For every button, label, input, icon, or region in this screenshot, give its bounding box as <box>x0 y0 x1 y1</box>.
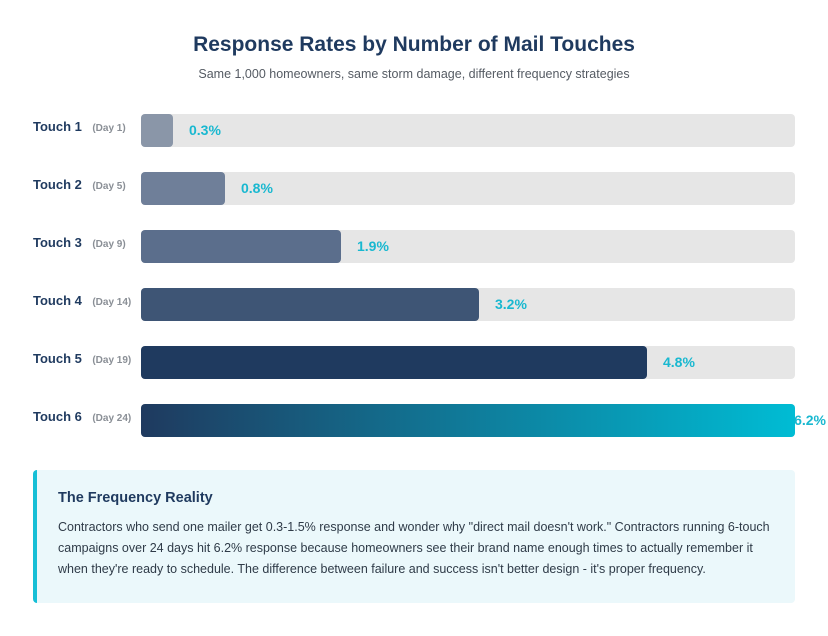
day-label: (Day 9) <box>92 239 126 250</box>
callout-body: Contractors who send one mailer get 0.3-… <box>58 520 770 576</box>
bar <box>141 288 479 321</box>
callout-title: The Frequency Reality <box>58 490 213 506</box>
value-label: 6.2% <box>794 412 826 428</box>
day-label: (Day 24) <box>92 413 132 424</box>
category-label: Touch 2 (Day 5) <box>33 178 133 194</box>
bar-row: Touch 1 (Day 1) 0.3% <box>0 114 828 148</box>
bar <box>141 172 225 205</box>
bar-chart: Touch 1 (Day 1) 0.3% Touch 2 (Day 5) 0.8% To… <box>0 114 828 438</box>
value-label: 0.3% <box>189 122 221 138</box>
touch-label: Touch 1 <box>33 119 82 134</box>
touch-label: Touch 4 <box>33 293 82 308</box>
category-label: Touch 6 (Day 24) <box>33 410 133 426</box>
day-label: (Day 1) <box>92 123 126 134</box>
category-label: Touch 4 (Day 14) <box>33 294 133 310</box>
bar <box>141 404 795 437</box>
category-label: Touch 5 (Day 19) <box>33 352 133 368</box>
bar-row: Touch 3 (Day 9) 1.9% <box>0 230 828 264</box>
day-label: (Day 5) <box>92 181 126 192</box>
bar <box>141 230 341 263</box>
value-label: 4.8% <box>663 354 695 370</box>
value-label: 3.2% <box>495 296 527 312</box>
bar <box>141 346 647 379</box>
day-label: (Day 14) <box>92 297 132 308</box>
bar-row: Touch 4 (Day 14) 3.2% <box>0 288 828 322</box>
value-label: 0.8% <box>241 180 273 196</box>
day-label: (Day 19) <box>92 355 132 366</box>
category-label: Touch 3 (Day 9) <box>33 236 133 252</box>
touch-label: Touch 3 <box>33 235 82 250</box>
bar-row: Touch 6 (Day 24) 6.2% <box>0 404 828 438</box>
category-label: Touch 1 (Day 1) <box>33 120 133 136</box>
touch-label: Touch 2 <box>33 177 82 192</box>
bar <box>141 114 173 147</box>
bar-row: Touch 2 (Day 5) 0.8% <box>0 172 828 206</box>
touch-label: Touch 5 <box>33 351 82 366</box>
value-label: 1.9% <box>357 238 389 254</box>
chart-subtitle: Same 1,000 homeowners, same storm damage… <box>198 67 630 81</box>
chart-title: Response Rates by Number of Mail Touches <box>193 33 635 56</box>
touch-label: Touch 6 <box>33 409 82 424</box>
bar-track <box>141 172 795 205</box>
bar-track <box>141 114 795 147</box>
bar-row: Touch 5 (Day 19) 4.8% <box>0 346 828 380</box>
frequency-callout: The Frequency Reality Contractors who se… <box>33 470 795 603</box>
